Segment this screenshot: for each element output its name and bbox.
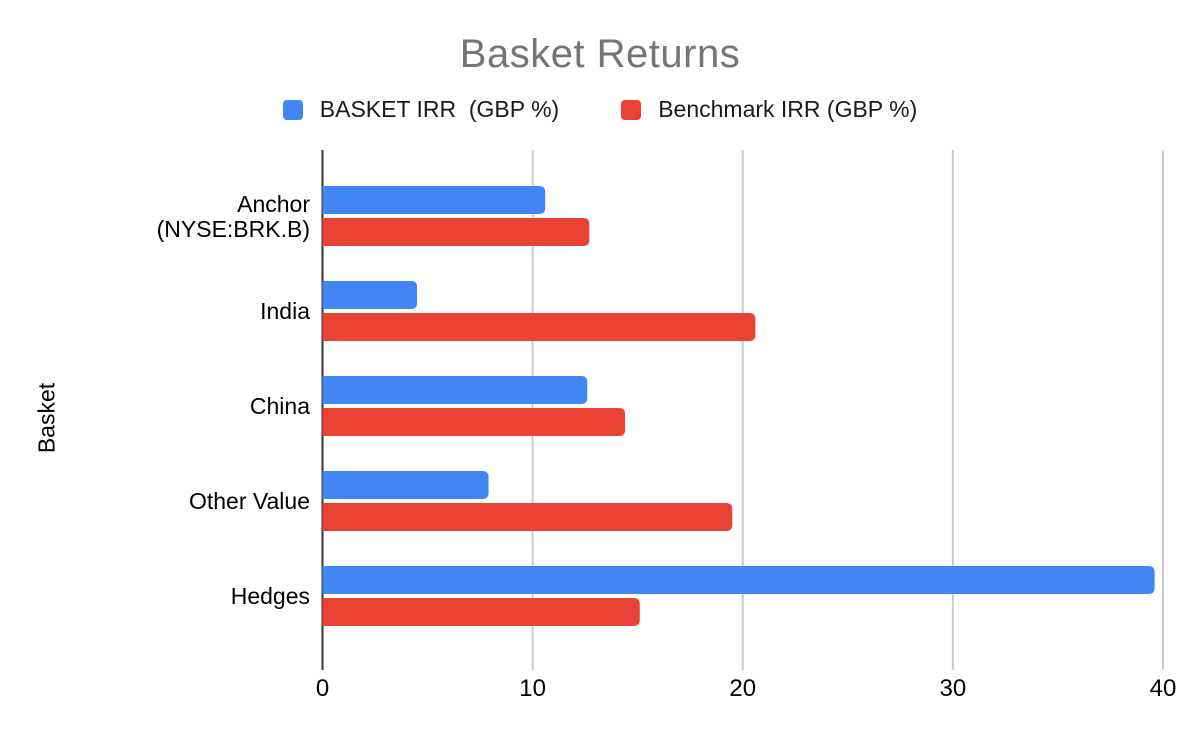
category-label-anchor-nyse-brk-b: Anchor (NYSE:BRK.B)	[157, 191, 311, 242]
legend-label-basket-irr: BASKET IRR (GBP %)	[319, 96, 560, 122]
x-tick-label-0: 0	[316, 675, 329, 702]
bar-benchmark-irr-other-value	[322, 503, 733, 531]
x-tick-label-40: 40	[1150, 675, 1177, 702]
bar-benchmark-irr-hedges	[322, 598, 640, 626]
bar-basket-irr-hedges	[322, 566, 1155, 594]
bar-basket-irr-anchor-nyse-brk-b	[322, 186, 546, 214]
x-tick-label-30: 30	[940, 675, 967, 702]
bar-basket-irr-china	[322, 376, 588, 404]
bar-chart: 0 10 20 30 40 Anchor (NYSE:BRK.B) India China Oth…	[157, 150, 1177, 702]
basket-irr-swatch-icon	[282, 99, 303, 120]
chart-legend: BASKET IRR (GBP %) Benchmark IRR (GBP %)	[0, 96, 1200, 123]
bar-benchmark-irr-india	[322, 313, 756, 341]
benchmark-irr-swatch-icon	[621, 99, 642, 120]
category-label-hedges: Hedges	[231, 583, 310, 609]
bar-benchmark-irr-china	[322, 408, 626, 436]
bar-basket-irr-other-value	[322, 471, 489, 499]
legend-item-benchmark-irr: Benchmark IRR (GBP %)	[621, 96, 917, 123]
category-label-china: China	[250, 393, 310, 419]
legend-label-benchmark-irr: Benchmark IRR (GBP %)	[658, 96, 918, 122]
category-label-india: India	[260, 298, 310, 324]
bar-basket-irr-india	[322, 281, 418, 309]
x-tick-label-10: 10	[519, 675, 546, 702]
category-label-other-value: Other Value	[189, 488, 310, 514]
chart-title: Basket Returns	[459, 32, 741, 76]
bar-benchmark-irr-anchor-nyse-brk-b	[322, 218, 590, 246]
x-tick-label-20: 20	[729, 675, 756, 702]
legend-item-basket-irr: BASKET IRR (GBP %)	[282, 96, 560, 123]
